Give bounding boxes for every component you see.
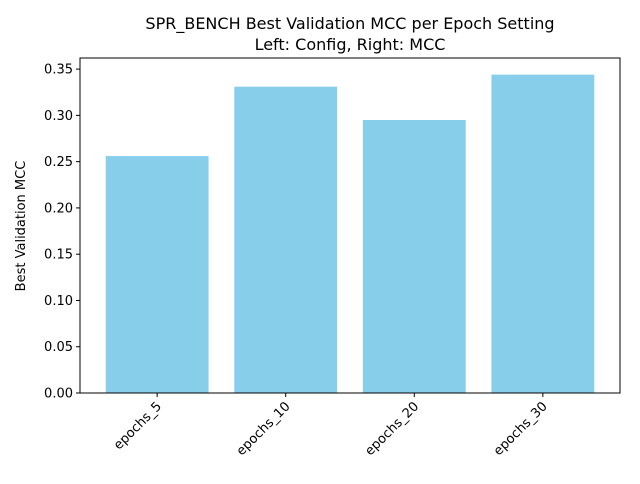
bar-epochs_20 bbox=[362, 120, 466, 393]
y-tick-label: 0.05 bbox=[44, 340, 73, 355]
plot-area-frame bbox=[79, 57, 621, 394]
chart-title: SPR_BENCH Best Validation MCC per Epoch … bbox=[145, 14, 554, 34]
bar-epochs_30 bbox=[491, 74, 595, 393]
bar-epochs_5 bbox=[105, 156, 209, 393]
y-tick-label: 0.25 bbox=[44, 155, 73, 170]
bar-epochs_10 bbox=[234, 86, 338, 393]
y-tick-label: 0.35 bbox=[44, 63, 73, 78]
y-axis-label: Best Validation MCC bbox=[14, 161, 29, 292]
y-axis-ticks: 0.00 0.05 0.10 0.15 0.20 0.25 0.30 0.35 bbox=[44, 63, 80, 402]
y-tick-label: 0.15 bbox=[44, 248, 73, 263]
chart-subtitle: Left: Config, Right: MCC bbox=[255, 35, 446, 54]
bars-layer bbox=[105, 74, 595, 393]
y-tick-label: 0.30 bbox=[44, 109, 73, 124]
y-tick-label: 0.00 bbox=[44, 387, 73, 402]
y-tick-label: 0.20 bbox=[44, 201, 73, 216]
y-tick-label: 0.10 bbox=[44, 294, 73, 309]
